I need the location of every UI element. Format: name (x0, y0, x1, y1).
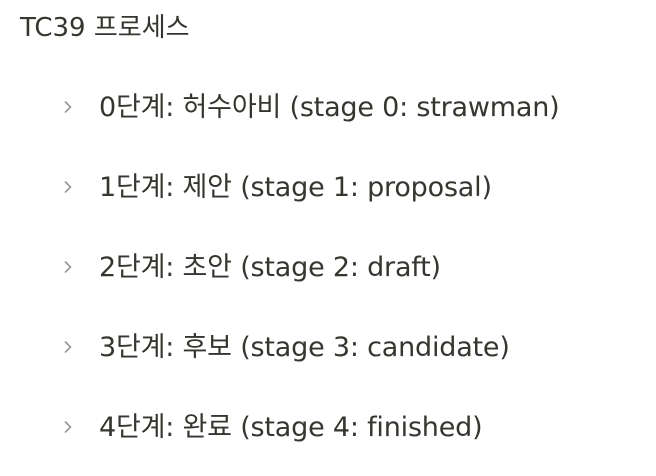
toggle-item-stage-2[interactable]: 2단계: 초안 (stage 2: draft) (52, 228, 652, 308)
toggle-item-stage-4[interactable]: 4단계: 완료 (stage 4: finished) (52, 388, 652, 468)
chevron-right-icon[interactable] (52, 331, 84, 363)
chevron-right-icon[interactable] (52, 251, 84, 283)
toggle-item-stage-3[interactable]: 3단계: 후보 (stage 3: candidate) (52, 308, 652, 388)
page-heading: TC39 프로세스 (20, 13, 190, 43)
chevron-right-icon[interactable] (52, 411, 84, 443)
toggle-list: 0단계: 허수아비 (stage 0: strawman) 1단계: 제안 (s… (52, 68, 652, 468)
toggle-label: 1단계: 제안 (stage 1: proposal) (99, 172, 492, 203)
chevron-right-icon[interactable] (52, 91, 84, 123)
toggle-label: 3단계: 후보 (stage 3: candidate) (99, 332, 510, 363)
toggle-label: 2단계: 초안 (stage 2: draft) (99, 252, 441, 283)
toggle-item-stage-0[interactable]: 0단계: 허수아비 (stage 0: strawman) (52, 68, 652, 148)
toggle-label: 0단계: 허수아비 (stage 0: strawman) (99, 92, 560, 123)
chevron-right-icon[interactable] (52, 171, 84, 203)
toggle-label: 4단계: 완료 (stage 4: finished) (99, 412, 483, 443)
toggle-item-stage-1[interactable]: 1단계: 제안 (stage 1: proposal) (52, 148, 652, 228)
